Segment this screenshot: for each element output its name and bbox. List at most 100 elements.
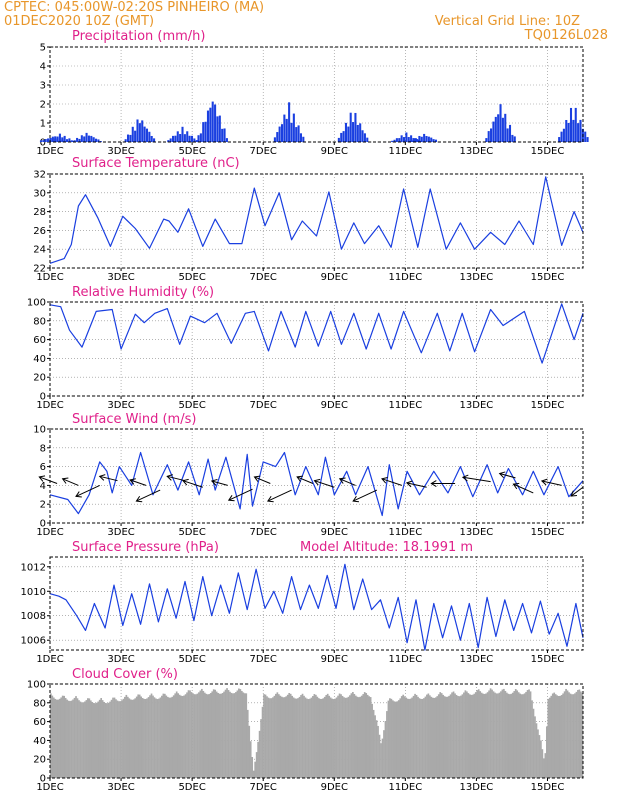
x-tick-label: 5DEC — [178, 782, 205, 793]
cloud-bar — [101, 700, 104, 778]
cloud-bar — [143, 698, 145, 778]
cloud-bar — [397, 700, 400, 778]
cloud-bar — [69, 701, 71, 778]
cloud-bar — [393, 701, 396, 778]
cloud-bar — [440, 693, 443, 778]
cloud-bar — [187, 690, 190, 778]
cloud-bar — [375, 720, 378, 778]
wind-vector-head — [166, 474, 173, 481]
cloud-bar — [423, 698, 425, 778]
cloud-bar — [195, 694, 197, 778]
cloud-bar — [304, 697, 307, 778]
cloud-bar — [320, 698, 323, 778]
cloud-bar — [309, 698, 311, 778]
wind-vector-head — [338, 477, 346, 484]
precip-bar — [405, 132, 408, 142]
precip-bar — [391, 140, 394, 142]
precip-bar — [199, 133, 202, 142]
x-tick-label: 9DEC — [321, 527, 348, 538]
x-tick-label: 13DEC — [460, 400, 494, 411]
cloud-bar — [578, 689, 581, 778]
cloud-bar — [58, 698, 61, 778]
cloud-bar — [294, 698, 296, 778]
cloud-bar — [72, 699, 74, 778]
wind-vector-head — [352, 495, 359, 503]
precip-bar — [65, 139, 69, 142]
cloud-bar — [205, 693, 208, 778]
wind-vector — [381, 478, 402, 486]
cloud-bar — [165, 695, 168, 778]
precip-bar — [179, 134, 182, 142]
precip-bar — [223, 128, 226, 142]
y-tick-label: 40 — [33, 736, 46, 747]
y-tick-label: 1012 — [21, 562, 46, 573]
precip-bar — [68, 138, 71, 142]
cloud-bar — [508, 694, 511, 778]
cloud-bar — [503, 688, 505, 778]
cloud-bar — [532, 708, 535, 778]
cloud-bar — [190, 692, 193, 778]
cloud-bar — [245, 693, 248, 778]
cloud-bar — [227, 690, 230, 778]
cloud-bar — [161, 695, 163, 778]
precip-bar — [430, 137, 433, 142]
cloud-bar — [164, 693, 166, 778]
x-tick-label: 11DEC — [388, 527, 422, 538]
precip-bar — [90, 135, 93, 142]
cloud-bar — [332, 699, 335, 778]
precip-bar — [95, 138, 98, 142]
cloud-bar — [57, 699, 60, 778]
precip-bar — [280, 124, 284, 142]
precip-bar — [569, 107, 573, 142]
precip-bar — [402, 137, 406, 142]
cloud-bar — [243, 693, 246, 778]
precip-bar — [150, 135, 153, 142]
cloud-bar — [76, 698, 79, 778]
precip-bar — [218, 115, 221, 142]
cloud-bar — [126, 696, 129, 778]
cloud-bar — [198, 692, 200, 778]
y-tick-label: 1006 — [21, 636, 46, 647]
cloud-bar — [239, 689, 242, 778]
wind-vector-head — [61, 477, 69, 484]
cloud-bar — [242, 692, 245, 778]
cloud-bar — [513, 691, 516, 778]
precip-bar — [419, 140, 422, 142]
wind-vector-head — [253, 475, 261, 482]
cloud-bar — [420, 698, 422, 778]
cloud-bar — [98, 699, 101, 778]
cloud-bar — [378, 734, 381, 778]
model-altitude: Model Altitude: 18.1991 m — [300, 540, 473, 555]
cloud-bar — [183, 695, 185, 778]
cloud-bar — [418, 698, 421, 778]
y-tick-label: 5 — [40, 43, 46, 54]
x-tick-label: 7DEC — [250, 146, 277, 157]
cloud-bar — [103, 701, 105, 778]
cloud-bar — [306, 698, 308, 778]
precip-bar — [504, 113, 507, 142]
cloud-bar — [544, 753, 547, 778]
y-tick-label: 24 — [33, 245, 46, 256]
cloud-bar — [89, 700, 92, 778]
wind-vector-head — [98, 474, 106, 481]
cloud-bar — [95, 702, 98, 778]
precip-bar — [342, 131, 345, 142]
cloud-bar — [504, 690, 507, 778]
cloud-bar — [548, 697, 551, 778]
cloud-bar — [109, 701, 111, 778]
cloud-bar — [141, 697, 144, 778]
cloud-bar — [255, 752, 258, 778]
x-tick-label: 7DEC — [250, 400, 277, 411]
y-tick-label: 6 — [40, 462, 46, 473]
cloud-bar — [346, 697, 348, 778]
x-tick-label: 3DEC — [107, 400, 134, 411]
cloud-bar — [325, 695, 328, 778]
wind-vector-head — [540, 478, 548, 486]
precip-bar — [276, 132, 279, 142]
y-tick-label: 1008 — [21, 611, 46, 622]
y-tick-label: 1010 — [21, 587, 46, 598]
precip-bar — [174, 135, 177, 142]
cloud-bar — [169, 697, 172, 778]
y-tick-label: 80 — [33, 698, 46, 709]
wind-vector — [129, 479, 147, 486]
